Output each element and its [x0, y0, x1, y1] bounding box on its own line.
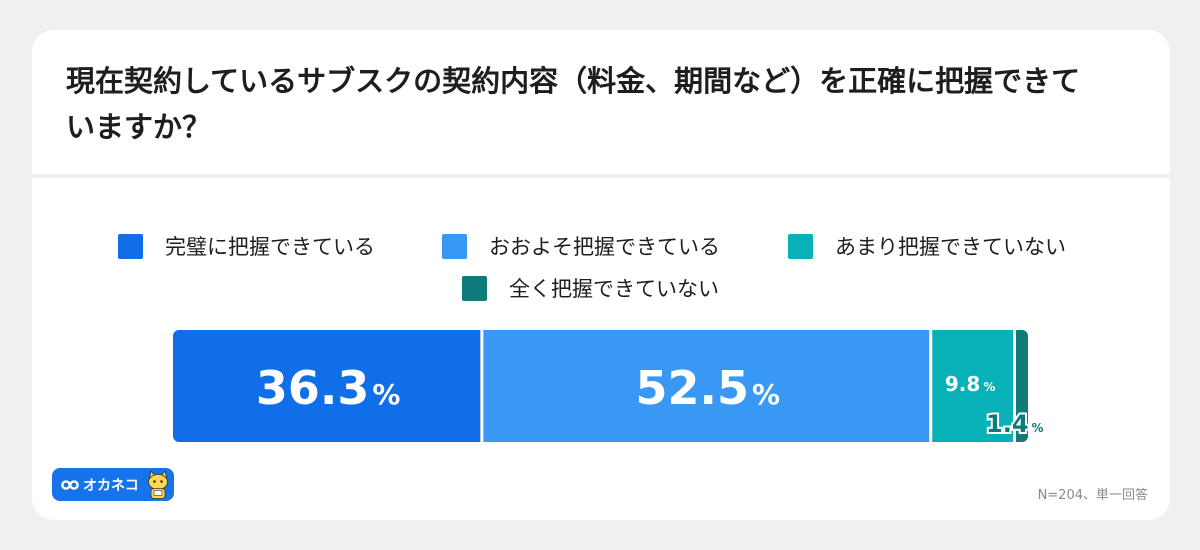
data-label-not-at-all: 1.4%	[986, 410, 1044, 438]
legend-swatch-not-much	[788, 233, 813, 259]
legend-item-not-much: あまり把握できていない	[788, 232, 1066, 260]
legend-label-roughly: おおよそ把握できている	[489, 235, 720, 259]
sample-note: N=204、単一回答	[1037, 488, 1148, 503]
legend-item-roughly: おおよそ把握できている	[442, 232, 720, 260]
bar-segment-roughly	[483, 330, 930, 442]
legend-swatch-not-at-all	[462, 275, 487, 301]
title-divider	[32, 174, 1170, 178]
data-label-perfectly: 36.3%	[256, 361, 401, 415]
infinity-icon	[61, 479, 79, 491]
bar-segment-not-much	[932, 330, 1014, 442]
logo-text: オカネコ	[83, 477, 139, 494]
legend-label-not-much: あまり把握できていない	[835, 235, 1066, 259]
legend-swatch-roughly	[442, 233, 467, 259]
data-label-roughly: 52.5%	[636, 361, 781, 415]
bar-segment-not-at-all	[1016, 330, 1028, 442]
legend-item-perfectly: 完璧に把握できている	[118, 232, 375, 260]
legend-label-not-at-all: 全く把握できていない	[509, 277, 719, 301]
chart-title: 現在契約しているサブスクの契約内容（料金、期間など）を正確に把握できていますか？	[66, 64, 1081, 144]
legend-label-perfectly: 完璧に把握できている	[165, 235, 375, 259]
legend-swatch-perfectly	[118, 233, 143, 259]
legend-item-not-at-all: 全く把握できていない	[462, 274, 719, 302]
cat-mascot-icon	[146, 470, 170, 504]
data-label-not-much: 9.8%	[945, 372, 995, 396]
okaneko-logo: オカネコ	[52, 468, 174, 501]
bar-segment-perfectly	[173, 330, 481, 442]
